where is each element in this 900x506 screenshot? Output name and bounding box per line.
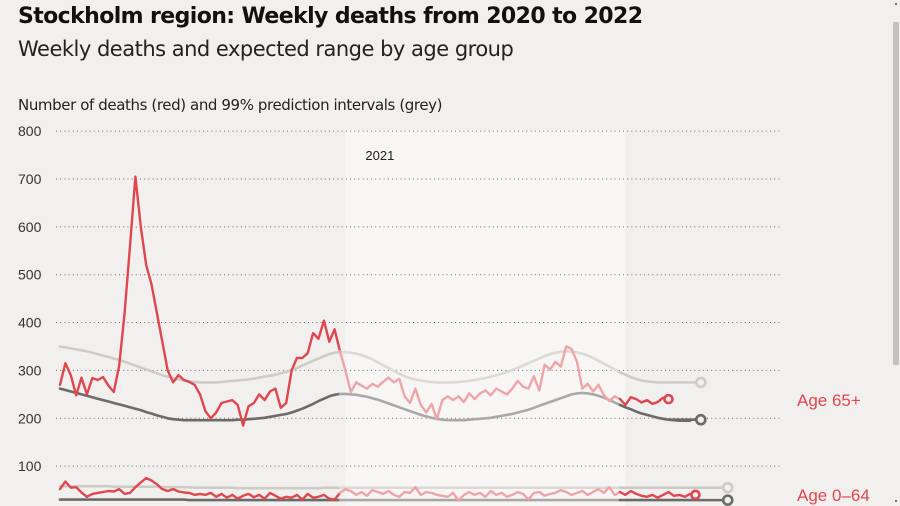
lower-interval-end-marker xyxy=(721,494,734,506)
lower-interval-end-marker xyxy=(695,413,707,426)
y-tick-label: 700 xyxy=(18,171,42,187)
y-tick-label: 300 xyxy=(18,362,42,378)
deaths-line-age-65- xyxy=(338,345,622,421)
deaths-line-age-65- xyxy=(58,175,342,427)
vertical-scrollbar[interactable] xyxy=(886,0,900,506)
upper-interval-end-marker xyxy=(695,376,707,389)
deaths-line-age-65- xyxy=(618,396,670,407)
scroll-up-arrow-icon[interactable] xyxy=(895,3,897,5)
upper-interval-line-age-65- xyxy=(618,371,670,384)
series-label-age-65-: Age 65+ xyxy=(797,391,861,410)
scrollbar-thumb[interactable] xyxy=(893,22,899,365)
upper-interval-end-marker xyxy=(721,481,734,494)
y-tick-label: 800 xyxy=(18,123,42,139)
series-label-age-0-64: Age 0–64 xyxy=(797,486,870,505)
y-tick-label: 200 xyxy=(18,410,42,426)
scroll-down-arrow-icon[interactable] xyxy=(895,500,897,502)
y-tick-label: 400 xyxy=(18,315,42,331)
chart-title: Stockholm region: Weekly deaths from 202… xyxy=(18,4,643,29)
deaths-end-marker xyxy=(690,489,701,501)
lower-interval-line-age-65- xyxy=(338,391,622,422)
lower-interval-line-age-65- xyxy=(58,387,342,422)
upper-interval-line-age-0-64 xyxy=(58,484,342,490)
chart-subtitle: Weekly deaths and expected range by age … xyxy=(18,37,514,61)
deaths-line-age-0-64 xyxy=(338,486,622,502)
deaths-line-age-0-64 xyxy=(58,476,342,501)
y-tick-label: 500 xyxy=(18,267,42,283)
y-tick-label: 100 xyxy=(18,458,42,474)
deaths-end-marker xyxy=(663,393,674,405)
y-axis-label: Number of deaths (red) and 99% predictio… xyxy=(18,96,443,114)
deaths-line-age-0-64 xyxy=(618,489,697,499)
highlight-band-2021 xyxy=(345,130,626,506)
highlight-band-label: 2021 xyxy=(365,148,394,163)
lower-interval-line-age-65- xyxy=(618,403,692,422)
y-tick-label: 600 xyxy=(18,219,42,235)
lower-interval-line-age-0-64 xyxy=(58,498,342,502)
